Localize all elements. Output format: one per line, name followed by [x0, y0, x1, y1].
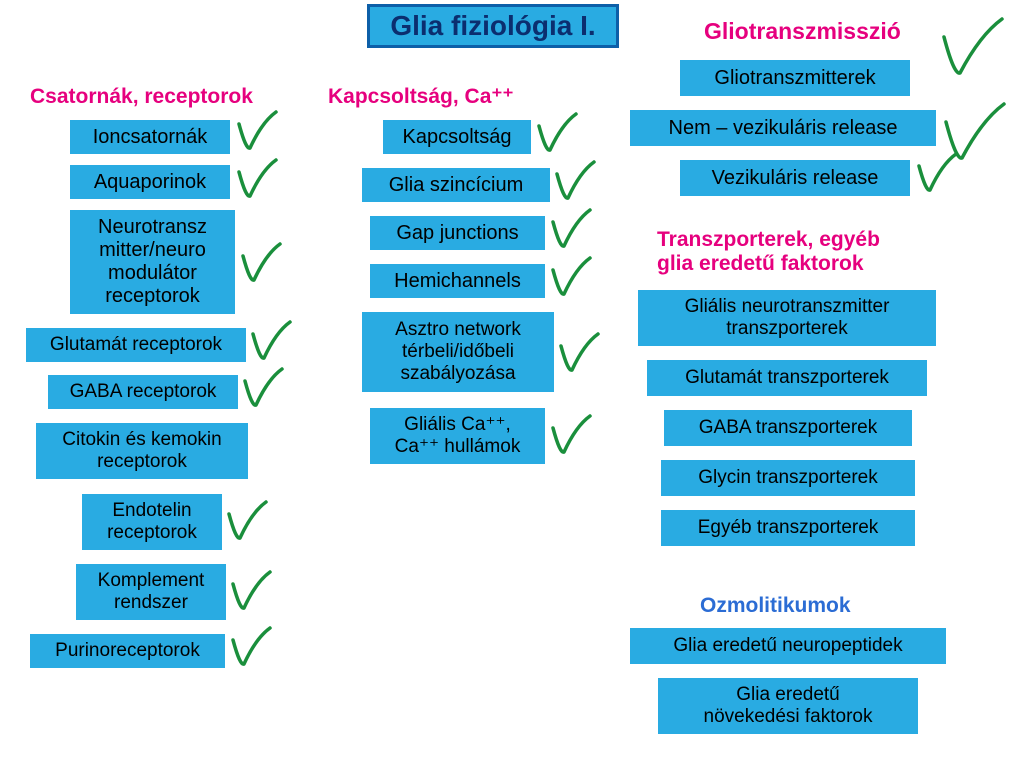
slide-title: Glia fiziológia I. — [367, 4, 619, 48]
b-szinc: Glia szincícium — [362, 168, 550, 202]
b-glutr: Glutamát transzporterek — [647, 360, 927, 396]
b-asztro-label: Asztro networktérbeli/időbeliszabályozás… — [368, 319, 548, 385]
sub-ozm: Ozmolitikumok — [700, 594, 851, 618]
b-glutr-label: Glutamát transzporterek — [653, 367, 921, 389]
b-glurec-label: Glutamát receptorok — [32, 334, 240, 356]
b-szinc-check-icon — [554, 158, 598, 207]
b-gabatr-label: GABA transzporterek — [670, 417, 906, 439]
b-szinc-label: Glia szincícium — [368, 174, 544, 197]
b-gap-label: Gap junctions — [376, 222, 539, 245]
b-egyebtr-label: Egyéb transzporterek — [667, 517, 909, 539]
b-gabarec-label: GABA receptorok — [54, 381, 232, 403]
b-citokin: Citokin és kemokinreceptorok — [36, 423, 248, 479]
h-col1: Csatornák, receptorok — [30, 85, 253, 109]
slide-title-text: Glia fiziológia I. — [390, 10, 595, 42]
b-gliotr-label: Gliotranszmitterek — [686, 67, 904, 90]
b-vez-check-icon — [916, 150, 960, 199]
b-citokin-label: Citokin és kemokinreceptorok — [42, 429, 242, 473]
b-endot: Endotelinreceptorok — [82, 494, 222, 550]
b-ca-label: Gliális Ca⁺⁺,Ca⁺⁺ hullámok — [376, 414, 539, 458]
b-glytr-label: Glycin transzporterek — [667, 467, 909, 489]
b-neurorec-label: Neurotranszmitter/neuromodulátorreceptor… — [76, 216, 229, 308]
b-kompl-label: Komplementrendszer — [82, 570, 220, 614]
b-gabatr: GABA transzporterek — [664, 410, 912, 446]
b-asztro-check-icon — [558, 330, 602, 379]
b-neurorec-check-icon — [240, 240, 284, 289]
b-kapcs: Kapcsoltság — [383, 120, 531, 154]
h-col3a: Gliotranszmisszió — [704, 18, 901, 44]
b-hemi: Hemichannels — [370, 264, 545, 298]
b-purino: Purinoreceptorok — [30, 634, 225, 668]
b-novfak-label: Glia eredetűnövekedési faktorok — [664, 684, 912, 728]
b-glurec: Glutamát receptorok — [26, 328, 246, 362]
b-endot-check-icon — [226, 498, 270, 547]
b-gabarec: GABA receptorok — [48, 375, 238, 409]
b-ion: Ioncsatornák — [70, 120, 230, 154]
b-egyebtr: Egyéb transzporterek — [661, 510, 915, 546]
b-purino-label: Purinoreceptorok — [36, 640, 219, 662]
b-aqua: Aquaporinok — [70, 165, 230, 199]
b-glneur: Gliális neurotranszmittertranszporterek — [638, 290, 936, 346]
h-col3b: Transzporterek, egyébglia eredetű faktor… — [657, 228, 880, 276]
b-ca: Gliális Ca⁺⁺,Ca⁺⁺ hullámok — [370, 408, 545, 464]
b-neurorec: Neurotranszmitter/neuromodulátorreceptor… — [70, 210, 235, 314]
b-gliotr-check-icon — [940, 15, 1006, 82]
b-kapcs-label: Kapcsoltság — [389, 126, 525, 149]
b-nonvez: Nem – vezikuláris release — [630, 110, 936, 146]
b-gap: Gap junctions — [370, 216, 545, 250]
b-nonvez-label: Nem – vezikuláris release — [636, 117, 930, 140]
b-nonvez-check-icon — [942, 100, 1008, 167]
b-hemi-label: Hemichannels — [376, 270, 539, 293]
b-glneur-label: Gliális neurotranszmittertranszporterek — [644, 296, 930, 340]
b-purino-check-icon — [230, 624, 274, 673]
b-vez: Vezikuláris release — [680, 160, 910, 196]
b-kompl: Komplementrendszer — [76, 564, 226, 620]
b-gabarec-check-icon — [242, 365, 286, 414]
b-ion-check-icon — [236, 108, 280, 157]
b-asztro: Asztro networktérbeli/időbeliszabályozás… — [362, 312, 554, 392]
b-kapcs-check-icon — [536, 110, 580, 159]
b-aqua-check-icon — [236, 156, 280, 205]
b-gliotr: Gliotranszmitterek — [680, 60, 910, 96]
b-gap-check-icon — [550, 206, 594, 255]
b-aqua-label: Aquaporinok — [76, 171, 224, 194]
b-hemi-check-icon — [550, 254, 594, 303]
b-glytr: Glycin transzporterek — [661, 460, 915, 496]
b-glurec-check-icon — [250, 318, 294, 367]
b-kompl-check-icon — [230, 568, 274, 617]
b-endot-label: Endotelinreceptorok — [88, 500, 216, 544]
b-neurpep: Glia eredetű neuropeptidek — [630, 628, 946, 664]
b-neurpep-label: Glia eredetű neuropeptidek — [636, 635, 940, 657]
b-ion-label: Ioncsatornák — [76, 126, 224, 149]
b-ca-check-icon — [550, 412, 594, 461]
h-col2: Kapcsoltság, Ca⁺⁺ — [328, 85, 514, 109]
b-vez-label: Vezikuláris release — [686, 167, 904, 190]
b-novfak: Glia eredetűnövekedési faktorok — [658, 678, 918, 734]
